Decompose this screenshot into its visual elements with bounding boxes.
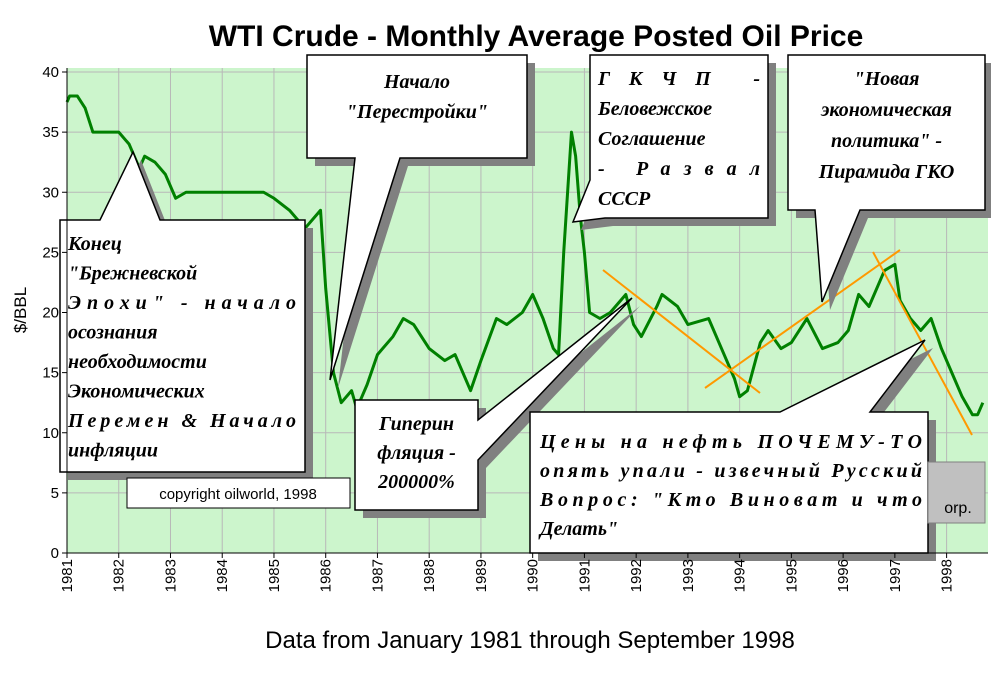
x-tick-label: 1994 <box>732 559 749 592</box>
x-tick-label: 1990 <box>525 559 542 592</box>
x-tick-label: 1988 <box>421 559 438 592</box>
annotation-text: Вопрос: "Кто Виноват и что <box>539 489 922 511</box>
annotation-text: Начало <box>383 71 450 93</box>
callout-box <box>571 54 769 223</box>
callout: Начало "Перестройки" <box>306 54 535 388</box>
annotation-text: необходимости <box>68 351 207 373</box>
y-tick-label: 15 <box>42 365 59 382</box>
annotation-text: Конец <box>67 233 122 255</box>
plot <box>65 94 985 417</box>
annotation-text: Эпохи" - начало <box>68 292 296 314</box>
annotations: Конец "Брежневской Эпохи" - начало осознани… <box>59 54 991 561</box>
annotation-text: orp. <box>944 500 972 517</box>
y-tick-label: 35 <box>42 124 59 141</box>
x-tick-label: 1984 <box>214 559 231 592</box>
y-tick-label: 5 <box>51 485 59 502</box>
annotation-text: "Перестройки" <box>346 101 488 123</box>
annotation-text: Пирамида ГКО <box>818 161 955 183</box>
x-tick-label: 1991 <box>576 559 593 592</box>
annotation-text: Гиперин <box>378 413 454 435</box>
annotation-text: фляция - <box>377 442 456 464</box>
y-tick-label: 20 <box>42 305 59 322</box>
x-tick-label: 1995 <box>783 559 800 592</box>
annotation-text: политика" - <box>831 130 942 152</box>
price-line <box>65 94 985 417</box>
x-tick-label: 1993 <box>680 559 697 592</box>
x-tick-label: 1983 <box>162 559 179 592</box>
chart-title: WTI Crude - Monthly Average Posted Oil P… <box>209 20 864 53</box>
callout: copyright oilworld, 1998 <box>126 477 351 509</box>
annotation-text: "Новая <box>854 68 920 90</box>
annotation-text: Экономических <box>68 381 205 403</box>
x-tick-label: 1997 <box>887 559 904 592</box>
annotation-text: Перемен & Начало <box>67 410 296 432</box>
x-tick-label: 1985 <box>266 559 283 592</box>
y-tick-label: 25 <box>42 244 59 261</box>
callout: Гиперин фляция - 200000% <box>354 297 640 518</box>
x-tick-label: 1992 <box>628 559 645 592</box>
x-tick-label: 1982 <box>111 559 128 592</box>
trend-line <box>602 269 761 394</box>
annotation-text: СССР <box>598 188 651 210</box>
x-tick-label: 1998 <box>939 559 956 592</box>
annotation-text: Делать" <box>538 518 618 540</box>
callout-box <box>927 461 986 524</box>
trend-line <box>704 249 901 389</box>
y-tick-label: 40 <box>42 64 59 81</box>
y-axis-label: $/BBL <box>11 287 30 333</box>
x-tick-label: 1996 <box>835 559 852 592</box>
callout: orp. <box>927 461 986 524</box>
annotation-text: опять упали - извечный Русский <box>540 460 922 482</box>
annotation-text: "Брежневской <box>68 263 197 285</box>
y-tick-label: 10 <box>42 425 59 442</box>
x-tick-label: 1981 <box>59 559 76 592</box>
annotation-text: copyright oilworld, 1998 <box>159 486 317 503</box>
annotation-text: инфляции <box>68 440 158 462</box>
x-tick-label: 1986 <box>318 559 335 592</box>
annotation-text: 200000% <box>377 471 455 493</box>
annotation-text: Беловежское <box>597 98 712 120</box>
x-tick-label: 1987 <box>369 559 386 592</box>
callout-box <box>126 477 351 509</box>
x-tick-label: 1989 <box>473 559 490 592</box>
annotation-text: экономическая <box>820 99 952 121</box>
callout-box <box>306 54 528 381</box>
x-axis-label: Data from January 1981 through September… <box>265 627 795 654</box>
annotation-text: Соглашение <box>598 128 706 150</box>
callout-box <box>59 150 306 473</box>
callout-box <box>787 54 986 303</box>
callout: "Новая экономическая политика" - Пирамида Г… <box>787 54 991 310</box>
annotation-text: осознания <box>68 322 158 344</box>
y-tick-label: 0 <box>51 545 59 562</box>
callout: Конец "Брежневской Эпохи" - начало осознани… <box>59 150 313 480</box>
y-tick-label: 30 <box>42 184 59 201</box>
callout-box <box>354 297 633 511</box>
